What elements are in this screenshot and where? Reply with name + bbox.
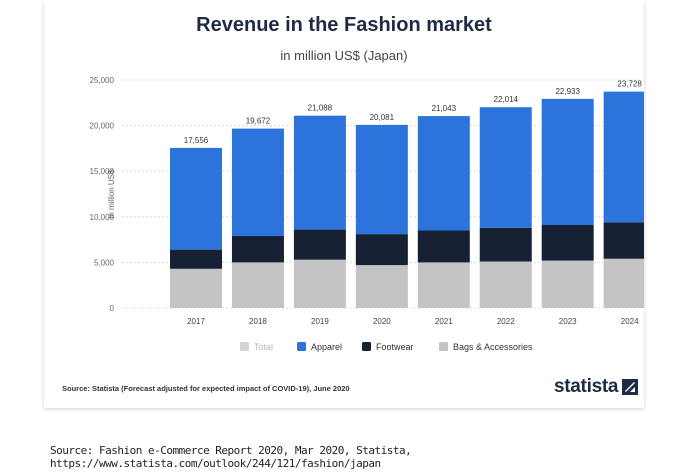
x-tick-label: 2017 — [187, 317, 205, 326]
x-tick-label: 2018 — [249, 317, 267, 326]
x-tick-label: 2023 — [559, 317, 577, 326]
legend-swatch[interactable] — [362, 342, 371, 351]
bar-segment-apparel[interactable] — [231, 128, 284, 236]
bar-segment-footwear[interactable] — [293, 229, 346, 260]
bar-segment-bags-accessories[interactable] — [541, 260, 594, 308]
data-label: 21,043 — [432, 104, 457, 113]
data-label: 17,556 — [184, 136, 209, 145]
logo-text: statista — [554, 376, 619, 397]
bar-segment-apparel[interactable] — [170, 147, 222, 250]
bar-segment-bags-accessories[interactable] — [479, 261, 532, 308]
bar-segment-bags-accessories[interactable] — [417, 262, 470, 308]
statista-logo-icon — [622, 379, 639, 395]
bar-segment-bags-accessories[interactable] — [170, 268, 222, 308]
bar-segment-apparel[interactable] — [603, 91, 644, 223]
data-label: 19,672 — [246, 117, 271, 126]
bar-segment-footwear[interactable] — [231, 235, 284, 263]
source-note: Source: Statista (Forecast adjusted for … — [62, 384, 350, 393]
y-axis-label: in million US$ — [107, 169, 116, 218]
bar-segment-apparel[interactable] — [479, 107, 532, 228]
chart-card: Revenue in the Fashion market in million… — [44, 0, 644, 408]
x-tick-label: 2020 — [373, 317, 391, 326]
data-label: 22,933 — [555, 87, 580, 96]
bar-segment-footwear[interactable] — [417, 230, 470, 263]
y-tick-label: 15,000 — [90, 167, 115, 176]
data-label: 22,014 — [494, 95, 519, 104]
footer-source[interactable]: Source: Fashion e-Commerce Report 2020, … — [50, 444, 412, 470]
legend-label[interactable]: Total — [254, 342, 273, 352]
legend-swatch[interactable] — [240, 342, 249, 351]
y-tick-label: 10,000 — [90, 213, 115, 222]
bar-segment-footwear[interactable] — [170, 249, 222, 269]
bar-segment-bags-accessories[interactable] — [293, 259, 346, 308]
x-tick-label: 2022 — [497, 317, 515, 326]
y-tick-label: 5,000 — [94, 258, 115, 267]
legend-label[interactable]: Apparel — [311, 342, 342, 352]
y-tick-label: 0 — [110, 304, 115, 313]
bar-segment-footwear[interactable] — [355, 234, 408, 266]
legend-label[interactable]: Footwear — [376, 342, 414, 352]
bar-segment-apparel[interactable] — [541, 98, 594, 226]
statista-logo[interactable]: statista — [554, 376, 639, 398]
data-label: 21,088 — [308, 104, 333, 113]
x-tick-label: 2019 — [311, 317, 329, 326]
x-tick-label: 2024 — [621, 317, 639, 326]
bar-segment-footwear[interactable] — [479, 227, 532, 262]
chart-svg: 0 5,000 10,000 15,000 20,000 25,000 in million… — [90, 76, 644, 352]
bar-segment-footwear[interactable] — [603, 222, 644, 259]
data-label: 20,081 — [370, 113, 395, 122]
y-tick-label: 20,000 — [90, 122, 115, 131]
bar-segment-bags-accessories[interactable] — [231, 262, 284, 308]
bar-segment-apparel[interactable] — [293, 115, 346, 230]
legend-swatch[interactable] — [297, 342, 306, 351]
x-tick-label: 2021 — [435, 317, 453, 326]
legend-swatch[interactable] — [439, 342, 448, 351]
chart-subtitle: in million US$ (Japan) — [280, 48, 408, 63]
bar-segment-bags-accessories[interactable] — [355, 265, 408, 308]
bar-segment-footwear[interactable] — [541, 225, 594, 261]
bar-segment-apparel[interactable] — [355, 124, 408, 235]
legend-label[interactable]: Bags & Accessories — [453, 342, 533, 352]
data-label: 23,728 — [617, 80, 642, 89]
chart-title: Revenue in the Fashion market — [196, 14, 492, 36]
bar-segment-apparel[interactable] — [417, 116, 470, 231]
bar-segment-bags-accessories[interactable] — [603, 258, 644, 308]
y-tick-label: 25,000 — [90, 76, 115, 85]
